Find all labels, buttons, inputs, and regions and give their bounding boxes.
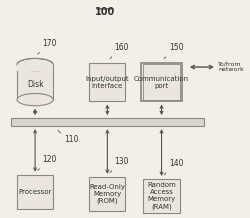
FancyBboxPatch shape [89,63,126,101]
Text: Read-Only
Memory
(ROM): Read-Only Memory (ROM) [89,184,125,204]
FancyBboxPatch shape [141,63,182,101]
FancyBboxPatch shape [17,175,53,209]
Text: 170: 170 [42,39,57,48]
Text: Input/output
interface: Input/output interface [86,76,129,89]
Text: 150: 150 [169,43,183,52]
Text: Communication
port: Communication port [134,76,189,89]
Text: To/from
network: To/from network [218,62,244,72]
Text: 100: 100 [95,7,115,17]
FancyBboxPatch shape [89,177,126,211]
FancyBboxPatch shape [11,118,204,126]
Text: 160: 160 [114,43,129,52]
Text: 130: 130 [114,157,129,166]
Text: Random
Access
Memory
(RAM): Random Access Memory (RAM) [147,182,176,210]
FancyBboxPatch shape [17,65,53,100]
Ellipse shape [17,58,53,71]
Text: 140: 140 [169,159,183,168]
Text: 120: 120 [42,155,57,164]
Text: Disk: Disk [27,80,44,89]
Ellipse shape [17,94,53,106]
FancyBboxPatch shape [17,64,53,70]
Text: Processor: Processor [18,189,52,195]
FancyBboxPatch shape [144,179,180,213]
Text: 110: 110 [64,135,79,144]
